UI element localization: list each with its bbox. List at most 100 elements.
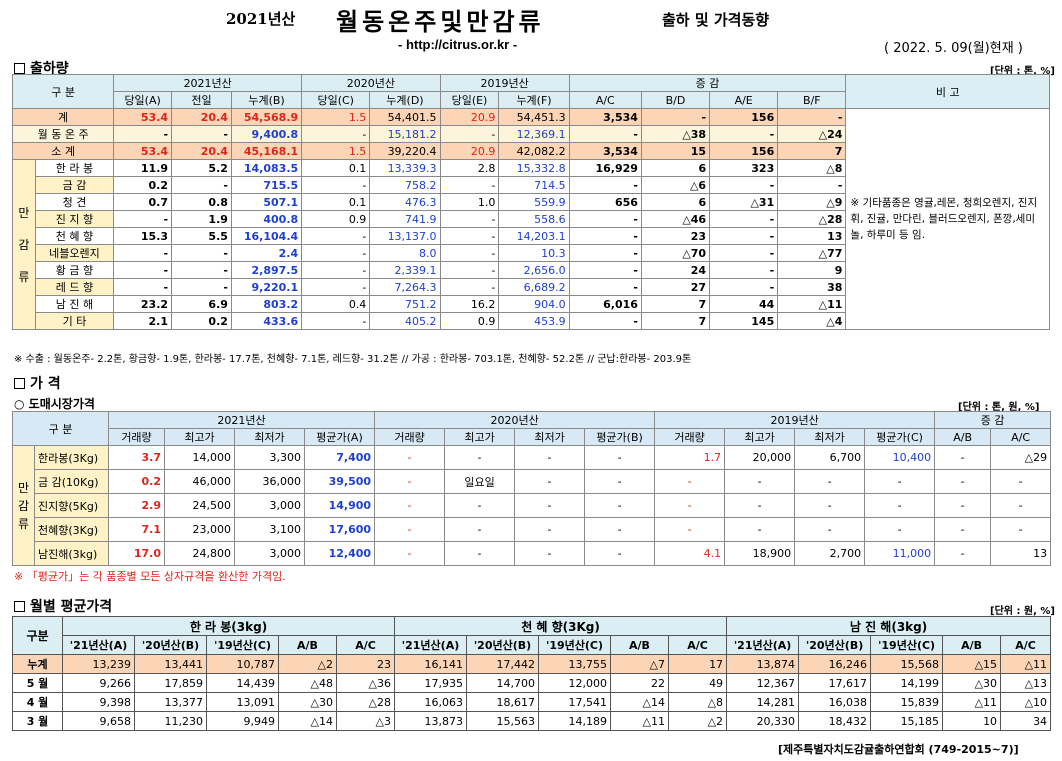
group-label-char: 감 [18, 237, 30, 252]
table-row: 황 금 향 - -2,897.5-2,339.1-2,656.0-24-9 [13, 261, 1050, 279]
price-y2020-header: 2020년산 [374, 411, 656, 429]
data-cell: 9 [777, 261, 847, 279]
shipment-table: 구 분 2021년산 2020년산 2019년산 증 감 비 고 당일(A) 전일… [11, 74, 1050, 330]
data-cell: - [709, 176, 779, 194]
data-cell: 0.9 [301, 210, 371, 228]
data-cell: 0.9 [439, 312, 500, 330]
data-cell: △36 [336, 673, 395, 693]
data-cell: - [374, 541, 446, 566]
data-cell: - [113, 244, 173, 262]
data-cell: △77 [777, 244, 847, 262]
data-cell: 2,700 [794, 541, 866, 566]
data-cell: 23 [336, 654, 395, 674]
data-cell: - [568, 312, 642, 330]
table-row: 진 지 향 -1.9 400.8 0.9 741.9-558.6- △46- △28 [13, 210, 1050, 228]
row-label: 누계 [12, 654, 63, 674]
data-cell: - [439, 227, 500, 245]
table-row: 기 타 2.1 0.2 433.6-405.2 0.9 453.9-7 145 △4 [13, 312, 1050, 330]
data-cell: - [654, 493, 726, 518]
column-header: A/C [667, 635, 728, 655]
data-cell: 13,339.3 [369, 159, 441, 177]
data-cell: - [794, 493, 866, 518]
data-cell: 17.0 [108, 541, 165, 566]
data-cell: 13,239 [62, 654, 135, 674]
data-cell: 45,168.1 [230, 142, 303, 160]
data-cell: △11 [1000, 654, 1052, 674]
data-cell: 24,500 [164, 493, 235, 518]
data-cell: 14,900 [303, 493, 376, 518]
data-cell: 3.7 [108, 445, 165, 470]
data-cell: - [584, 493, 656, 518]
data-cell: 6 [640, 159, 711, 177]
column-header: 누계(F) [498, 91, 570, 109]
row-label: 계 [11, 108, 115, 126]
data-cell: 53.4 [113, 108, 173, 126]
data-cell: 54,401.5 [369, 108, 441, 126]
data-cell: 16,038 [798, 692, 872, 712]
data-cell: 7 [777, 142, 847, 160]
data-cell: - [514, 517, 586, 542]
data-cell: 11,000 [864, 541, 936, 566]
data-cell: - [514, 445, 586, 470]
data-cell: 20.9 [439, 108, 500, 126]
column-header: 최고가 [164, 428, 235, 446]
change-header: 증 감 [568, 74, 847, 92]
price-y2019-header: 2019년산 [654, 411, 936, 429]
table-row: 네블오렌지 - -2.4-8.0-10.3- △70- △77 [13, 244, 1050, 262]
column-header: 거래량 [374, 428, 446, 446]
data-cell: 39,500 [303, 469, 376, 494]
data-cell: 0.7 [113, 193, 173, 211]
column-header: 누계(D) [369, 91, 441, 109]
group-label-char: 류 [18, 269, 30, 284]
data-cell: - [171, 278, 232, 296]
column-header: 평균가(B) [584, 428, 656, 446]
data-cell: 9,658 [62, 711, 135, 731]
data-cell: 14,700 [466, 673, 539, 693]
price-title-label: 가 격 [30, 376, 61, 392]
data-cell: 3,100 [234, 517, 305, 542]
website-url: - http://citrus.or.kr - [398, 37, 518, 52]
data-cell: 17,935 [394, 673, 467, 693]
data-cell: 904.0 [498, 295, 570, 313]
checkbox-square-icon [14, 62, 25, 74]
data-cell: 9,266 [62, 673, 135, 693]
table-row: 금 감(10Kg) 0.2 46,000 36,000 39,500- 일요일 - - - - - -… [13, 469, 1052, 494]
data-cell: - [374, 469, 446, 494]
data-cell: 3,300 [234, 445, 305, 470]
monthly-unit: [단위 : 원, %] [990, 606, 1056, 617]
circle-bullet-icon: ○ [14, 397, 25, 411]
data-cell: 758.2 [369, 176, 441, 194]
group-label-char: 감 [17, 498, 30, 513]
organization-footer: [제주특별자치도감귤출하연합회 (749-2015~7)] [778, 743, 1019, 756]
row-label: 기 타 [34, 312, 115, 330]
price-section-title: 가 격 [14, 373, 61, 393]
data-cell: △30 [942, 673, 1002, 693]
column-header: '21년산(A) [62, 635, 135, 655]
data-cell: △28 [336, 692, 395, 712]
group-label-char: 만 [18, 205, 30, 220]
shipment-section-title: 출하량 [14, 58, 69, 78]
column-header: '21년산(A) [726, 635, 800, 655]
data-cell: 12,000 [538, 673, 611, 693]
data-cell: 15,568 [870, 654, 944, 674]
data-cell: 405.2 [369, 312, 441, 330]
data-cell: 10.3 [498, 244, 570, 262]
data-cell: 24 [640, 261, 711, 279]
data-cell: 558.6 [498, 210, 570, 228]
data-cell: △14 [278, 711, 337, 731]
row-label: 천 혜 향 [34, 227, 115, 245]
data-cell: 24,800 [164, 541, 235, 566]
data-cell: △46 [640, 210, 711, 228]
column-header: B/F [777, 91, 847, 109]
data-cell: - [113, 125, 173, 143]
product-group-header: 천 혜 향(3Kg) [393, 616, 728, 636]
data-cell: - [584, 541, 656, 566]
data-cell: 15,185 [870, 711, 944, 731]
data-cell: △11 [610, 711, 669, 731]
data-cell: 8.0 [369, 244, 441, 262]
data-cell: - [864, 493, 936, 518]
data-cell: 20.9 [439, 142, 500, 160]
data-cell: - [171, 261, 232, 279]
y2019-header: 2019년산 [439, 74, 570, 92]
group-label-char: 류 [17, 516, 30, 531]
